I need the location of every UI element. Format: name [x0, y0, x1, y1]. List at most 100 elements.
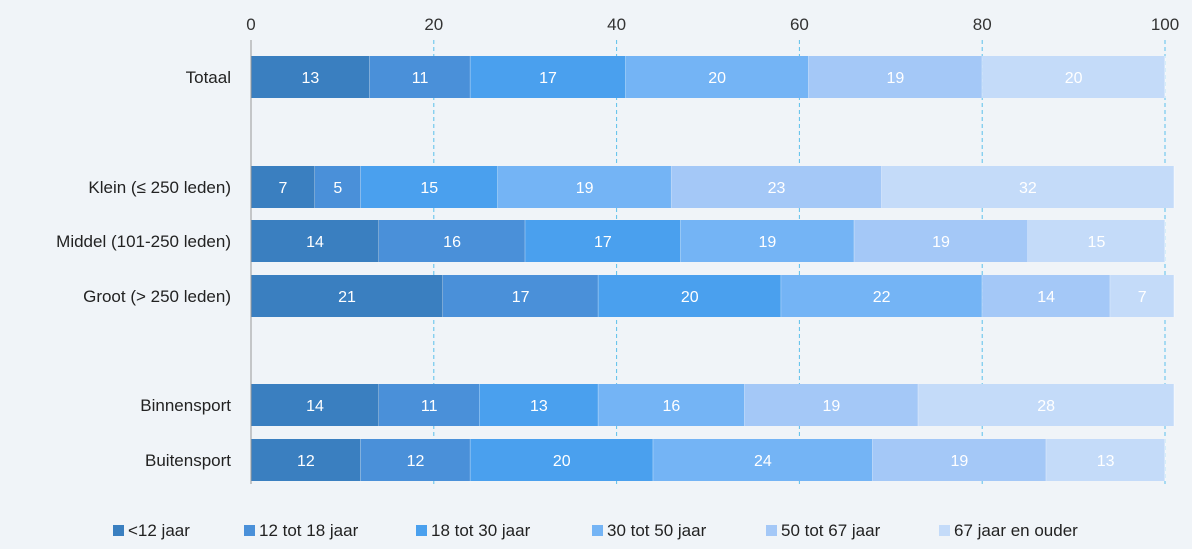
bar-segment	[598, 275, 782, 317]
legend-swatch	[939, 525, 950, 536]
data-label: 15	[420, 180, 438, 197]
bar-segment	[251, 220, 379, 262]
bar-segment	[360, 439, 471, 481]
data-label: 20	[708, 70, 726, 87]
bars: 13 11 17 20 19 20 7 5 15 19 23 32 14 16 17 19 19 15 21 17 20…	[251, 56, 1175, 481]
data-label: 19	[932, 234, 950, 251]
x-tick-label: 20	[424, 15, 443, 34]
bar-segment	[982, 56, 1165, 98]
x-tick-label: 100	[1151, 15, 1179, 34]
bar-segment	[525, 220, 681, 262]
data-label: 14	[306, 398, 324, 415]
data-label: 24	[754, 453, 772, 470]
data-label: 20	[1065, 70, 1083, 87]
data-label: 13	[530, 398, 548, 415]
bar-segment	[1110, 275, 1175, 317]
bar-segment	[881, 166, 1175, 208]
bar-segment	[442, 275, 599, 317]
data-label: 5	[333, 180, 342, 197]
bar-segment	[671, 166, 882, 208]
legend-label: <12 jaar	[128, 521, 190, 540]
data-label: 13	[1097, 453, 1115, 470]
bar-segment	[251, 275, 443, 317]
data-label: 16	[663, 398, 681, 415]
data-label: 14	[306, 234, 324, 251]
bar-segment	[653, 439, 873, 481]
data-label: 28	[1037, 398, 1055, 415]
bar-segment	[1046, 439, 1165, 481]
data-label: 15	[1088, 234, 1106, 251]
x-tick-label: 40	[607, 15, 626, 34]
bar-segment	[251, 439, 361, 481]
data-label: 7	[279, 180, 288, 197]
bar-segment	[918, 384, 1175, 426]
bar-segment	[360, 166, 498, 208]
legend-swatch	[766, 525, 777, 536]
category-label: Groot (> 250 leden)	[83, 287, 231, 306]
category-label: Totaal	[186, 68, 231, 87]
bar-segment	[479, 384, 599, 426]
data-label: 16	[443, 234, 461, 251]
data-label: 12	[297, 453, 315, 470]
bar-segment	[680, 220, 855, 262]
data-label: 17	[539, 70, 557, 87]
data-label: 14	[1037, 289, 1055, 306]
category-label: Buitensport	[145, 451, 231, 470]
category-label: Binnensport	[140, 396, 231, 415]
bar-segment	[369, 56, 471, 98]
data-label: 12	[407, 453, 425, 470]
bar-segment	[378, 384, 480, 426]
legend-swatch	[416, 525, 427, 536]
gridlines	[433, 40, 1166, 484]
data-label: 7	[1138, 289, 1147, 306]
x-tick-label: 0	[246, 15, 255, 34]
legend-label: 50 tot 67 jaar	[781, 521, 881, 540]
legend-swatch	[113, 525, 124, 536]
bar-segment	[781, 275, 983, 317]
legend-label: 12 tot 18 jaar	[259, 521, 359, 540]
bar-segment	[251, 384, 379, 426]
category-label: Klein (≤ 250 leden)	[88, 178, 231, 197]
legend-swatch	[244, 525, 255, 536]
bar-segment	[598, 384, 745, 426]
bar-segment	[744, 384, 919, 426]
data-label: 19	[759, 234, 777, 251]
x-tick-labels: 0 20 40 60 80 100	[246, 15, 1179, 34]
bar-segment	[854, 220, 1028, 262]
data-label: 11	[412, 70, 429, 87]
legend-label: 18 tot 30 jaar	[431, 521, 531, 540]
category-label: Middel (101-250 leden)	[56, 232, 231, 251]
legend: <12 jaar 12 tot 18 jaar 18 tot 30 jaar 30 t…	[113, 521, 1078, 540]
data-label: 11	[421, 398, 438, 415]
data-label: 20	[681, 289, 699, 306]
bar-segment	[251, 166, 315, 208]
category-labels: Totaal Klein (≤ 250 leden) Middel (101-250…	[56, 68, 231, 470]
legend-label: 67 jaar en ouder	[954, 521, 1078, 540]
data-label: 19	[886, 70, 904, 87]
bar-segment	[808, 56, 983, 98]
x-tick-label: 80	[973, 15, 992, 34]
bar-segment	[378, 220, 526, 262]
bar-segment	[982, 275, 1111, 317]
data-label: 22	[873, 289, 891, 306]
data-label: 21	[338, 289, 356, 306]
bar-segment	[314, 166, 361, 208]
bar-segment	[625, 56, 809, 98]
data-label: 19	[576, 180, 594, 197]
data-label: 13	[302, 70, 320, 87]
data-label: 19	[822, 398, 840, 415]
bar-segment	[470, 56, 626, 98]
data-label: 23	[768, 180, 786, 197]
bar-segment	[497, 166, 672, 208]
data-label: 32	[1019, 180, 1037, 197]
data-label: 17	[512, 289, 530, 306]
bar-segment	[470, 439, 654, 481]
bar-segment	[1027, 220, 1165, 262]
bar-segment	[251, 56, 370, 98]
legend-swatch	[592, 525, 603, 536]
data-label: 19	[950, 453, 968, 470]
legend-label: 30 tot 50 jaar	[607, 521, 707, 540]
x-tick-label: 60	[790, 15, 809, 34]
